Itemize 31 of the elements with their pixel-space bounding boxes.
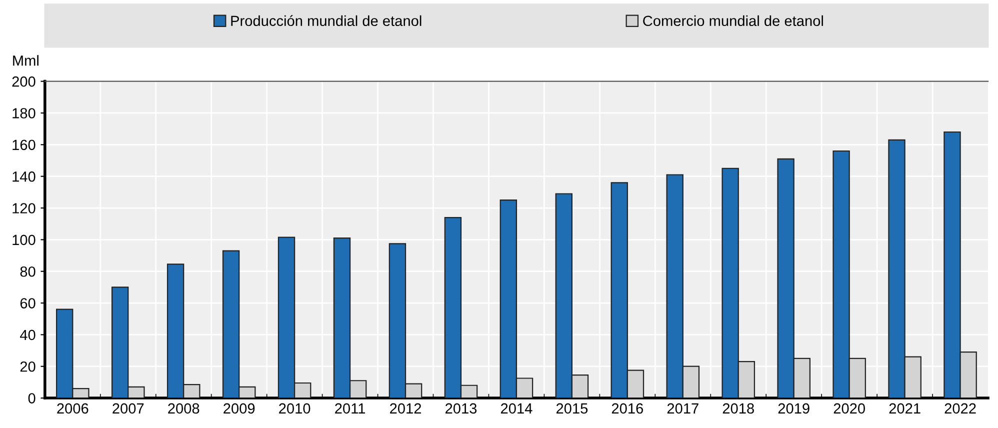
x-tick-label: 2010 bbox=[279, 403, 310, 414]
x-tick-label: 2009 bbox=[224, 403, 255, 414]
x-tick-label: 2012 bbox=[390, 403, 421, 414]
legend-label: Comercio mundial de etanol bbox=[643, 15, 823, 26]
x-tick-label: 2018 bbox=[722, 403, 754, 414]
y-tick-label: 80 bbox=[20, 266, 36, 277]
x-tick-label: 2016 bbox=[612, 403, 643, 414]
x-tick-label: 2022 bbox=[944, 403, 976, 414]
y-tick-label: 20 bbox=[20, 361, 36, 372]
y-tick-label: 120 bbox=[12, 203, 36, 214]
y-tick-label: 160 bbox=[12, 140, 36, 150]
legend-label: Producción mundial de etanol bbox=[231, 15, 422, 26]
y-tick-label: 60 bbox=[20, 298, 36, 308]
x-tick-label: 2011 bbox=[335, 403, 366, 414]
x-tick-label: 2019 bbox=[778, 403, 810, 414]
y-tick-label: 180 bbox=[12, 108, 36, 118]
y-tick-label: 40 bbox=[20, 330, 36, 340]
x-tick-label: 2013 bbox=[446, 403, 477, 414]
x-tick-label: 2006 bbox=[57, 403, 88, 414]
y-axis-title: Mml bbox=[13, 55, 38, 66]
y-tick-label: 200 bbox=[12, 76, 36, 87]
x-tick-label: 2007 bbox=[112, 403, 144, 414]
x-tick-label: 2017 bbox=[667, 403, 698, 414]
x-tick-label: 2021 bbox=[889, 403, 920, 414]
y-tick-label: 140 bbox=[12, 171, 36, 182]
x-tick-label: 2015 bbox=[556, 403, 588, 414]
x-tick-label: 2008 bbox=[168, 403, 200, 414]
y-tick-label: 0 bbox=[28, 393, 36, 404]
y-tick-label: 100 bbox=[12, 234, 36, 246]
x-tick-label: 2020 bbox=[834, 403, 865, 414]
x-tick-label: 2014 bbox=[500, 403, 532, 414]
